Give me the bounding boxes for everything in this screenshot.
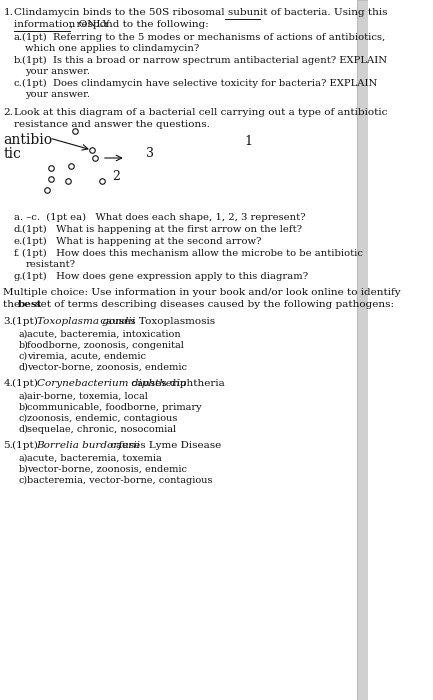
Text: (1pt): (1pt): [12, 379, 44, 388]
Text: acute, bacteremia, toxemia: acute, bacteremia, toxemia: [27, 454, 162, 463]
Text: antibio: antibio: [3, 133, 52, 147]
Text: f.: f.: [13, 249, 20, 258]
Text: a): a): [19, 454, 28, 463]
Text: causes diphtheria: causes diphtheria: [128, 379, 225, 388]
Text: a. –c.  (1pt ea)   What does each shape, 1, 2, 3 represent?: a. –c. (1pt ea) What does each shape, 1,…: [13, 213, 305, 222]
Text: d): d): [19, 425, 29, 434]
Text: 2: 2: [112, 170, 120, 183]
Text: 1.: 1.: [3, 8, 13, 17]
Text: resistance and answer the questions.: resistance and answer the questions.: [13, 120, 210, 129]
Text: c): c): [19, 352, 28, 361]
Text: b.: b.: [13, 56, 23, 65]
Text: 1: 1: [245, 135, 253, 148]
Text: the: the: [3, 300, 24, 309]
Text: (1pt): (1pt): [12, 317, 44, 326]
Text: (1pt)   What is happening at the second arrow?: (1pt) What is happening at the second ar…: [22, 237, 262, 246]
Text: b): b): [19, 341, 29, 350]
Text: zoonosis, endemic, contagious: zoonosis, endemic, contagious: [27, 414, 178, 423]
Text: Clindamycin binds to the 50S ribosomal subunit of bacteria. Using this: Clindamycin binds to the 50S ribosomal s…: [13, 8, 387, 17]
Text: c): c): [19, 414, 28, 423]
Text: communicable, foodborne, primary: communicable, foodborne, primary: [27, 403, 202, 412]
Text: 4.: 4.: [3, 379, 13, 388]
Text: d): d): [19, 363, 29, 372]
Text: Borrelia burdorferii: Borrelia burdorferii: [36, 441, 141, 450]
Text: , respond to the following:: , respond to the following:: [70, 20, 209, 29]
Text: bacteremia, vector-borne, contagious: bacteremia, vector-borne, contagious: [27, 476, 213, 485]
Text: vector-borne, zoonosis, endemic: vector-borne, zoonosis, endemic: [27, 465, 187, 474]
Text: (1pt)  Does clindamycin have selective toxicity for bacteria? EXPLAIN: (1pt) Does clindamycin have selective to…: [22, 79, 377, 88]
Text: (1pt)   How does gene expression apply to this diagram?: (1pt) How does gene expression apply to …: [22, 272, 308, 281]
Text: foodborne, zoonosis, congenital: foodborne, zoonosis, congenital: [27, 341, 184, 350]
Text: sequelae, chronic, nosocomial: sequelae, chronic, nosocomial: [27, 425, 176, 434]
Text: air-borne, toxemia, local: air-borne, toxemia, local: [27, 392, 148, 401]
Text: 5.: 5.: [3, 441, 13, 450]
Text: Toxoplasma gondii: Toxoplasma gondii: [36, 317, 135, 326]
Text: a.: a.: [13, 33, 23, 42]
Text: 3: 3: [146, 147, 154, 160]
Text: e.: e.: [13, 237, 23, 246]
Text: a): a): [19, 330, 28, 339]
Text: acute, bacteremia, intoxication: acute, bacteremia, intoxication: [27, 330, 181, 339]
Text: g.: g.: [13, 272, 23, 281]
Text: b): b): [19, 465, 29, 474]
Text: 2.: 2.: [3, 108, 13, 117]
Text: which one applies to clindamycin?: which one applies to clindamycin?: [26, 44, 200, 53]
Text: causes Toxoplasmosis: causes Toxoplasmosis: [97, 317, 215, 326]
Text: Corynebacterium diphtheria: Corynebacterium diphtheria: [36, 379, 186, 388]
Bar: [357, 0, 368, 700]
Text: information ONLY: information ONLY: [13, 20, 109, 29]
Text: (1pt)   How does this mechanism allow the microbe to be antibiotic: (1pt) How does this mechanism allow the …: [22, 249, 363, 258]
Text: c.: c.: [13, 79, 23, 88]
Text: your answer.: your answer.: [26, 67, 90, 76]
Text: resistant?: resistant?: [26, 260, 75, 269]
Text: best: best: [17, 300, 42, 309]
Text: (1pt)  Referring to the 5 modes or mechanisms of actions of antibiotics,: (1pt) Referring to the 5 modes or mechan…: [22, 33, 385, 42]
Text: causes Lyme Disease: causes Lyme Disease: [107, 441, 221, 450]
Text: (1pt): (1pt): [12, 441, 44, 450]
Text: set of terms describing diseases caused by the following pathogens:: set of terms describing diseases caused …: [32, 300, 394, 309]
Text: b): b): [19, 403, 29, 412]
Text: viremia, acute, endemic: viremia, acute, endemic: [27, 352, 146, 361]
Text: 3.: 3.: [3, 317, 13, 326]
Text: d.: d.: [13, 225, 23, 234]
Text: vector-borne, zoonosis, endemic: vector-borne, zoonosis, endemic: [27, 363, 187, 372]
Text: a): a): [19, 392, 28, 401]
Text: tic: tic: [3, 147, 21, 161]
Text: your answer.: your answer.: [26, 90, 90, 99]
Text: (1pt)   What is happening at the first arrow on the left?: (1pt) What is happening at the first arr…: [22, 225, 302, 234]
Text: Multiple choice: Use information in your book and/or look online to identify: Multiple choice: Use information in your…: [3, 288, 401, 297]
Text: (1pt)  Is this a broad or narrow spectrum antibacterial agent? EXPLAIN: (1pt) Is this a broad or narrow spectrum…: [22, 56, 387, 65]
Text: c): c): [19, 476, 28, 485]
Text: Look at this diagram of a bacterial cell carrying out a type of antibiotic: Look at this diagram of a bacterial cell…: [13, 108, 387, 117]
